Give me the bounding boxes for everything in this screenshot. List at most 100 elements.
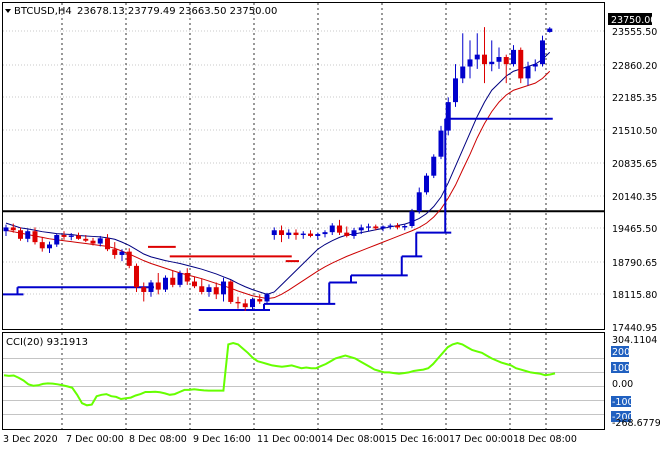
candle-body <box>460 66 466 79</box>
price-label: 20140.35 <box>612 192 657 203</box>
price-label: 21510.50 <box>612 126 657 137</box>
candle-body <box>10 227 16 231</box>
symbol-label: BTCUSD,H4 <box>14 6 72 17</box>
price-label: 23555.50 <box>612 27 657 38</box>
time-label: 14 Dec 08:00 <box>321 434 385 445</box>
chart-grid <box>3 3 604 429</box>
time-label: 3 Dec 2020 <box>3 434 58 445</box>
candle-body <box>112 249 118 255</box>
candle-body <box>264 294 270 302</box>
candle-body <box>416 192 422 212</box>
chart-header: BTCUSD,H4 23678.13 23779.49 23663.50 237… <box>5 6 277 17</box>
price-label: 18790.65 <box>612 258 657 269</box>
candle-body <box>431 156 437 176</box>
candle-body <box>235 301 241 304</box>
price-label: 18115.80 <box>612 290 657 301</box>
candle-body <box>184 272 190 282</box>
candle-body <box>402 225 408 228</box>
level-label-minus200: -200 <box>612 412 634 423</box>
cci-label: CCI(20) 93.1913 <box>6 337 88 348</box>
candle-body <box>279 230 284 236</box>
time-label: 18 Dec 08:00 <box>513 434 577 445</box>
indicator-lines <box>3 51 604 312</box>
candle-body <box>97 238 103 244</box>
candle-body <box>192 281 197 287</box>
cci-min-label: -268.6779 <box>612 418 660 429</box>
candle-body <box>344 232 350 236</box>
main-panel-border <box>2 2 605 330</box>
candle-body <box>518 49 524 79</box>
candle-body <box>540 40 545 65</box>
candle-body <box>337 225 342 233</box>
time-label: 17 Dec 00:00 <box>449 434 513 445</box>
candle-body <box>250 299 255 308</box>
candle-body <box>126 251 132 266</box>
candle-body <box>18 230 23 239</box>
candle-body <box>474 54 480 60</box>
candle-body <box>366 226 371 228</box>
candle-body <box>532 64 538 67</box>
candle-body <box>148 282 154 292</box>
candle-body <box>373 226 379 229</box>
level-box <box>611 411 631 422</box>
candle-body <box>228 281 234 302</box>
price-label: 20835.65 <box>612 159 657 170</box>
dropdown-triangle-icon[interactable] <box>5 9 11 13</box>
candle-body <box>293 232 299 236</box>
candle-body <box>257 299 263 302</box>
candle-series[interactable] <box>3 27 553 311</box>
level-label-100: 100 <box>612 363 630 374</box>
level-box <box>611 362 629 373</box>
candle-body <box>61 235 67 237</box>
candle-body <box>3 227 9 232</box>
candle-body <box>163 277 168 290</box>
time-label: 11 Dec 00:00 <box>257 434 321 445</box>
fast-moving-average-line <box>5 51 551 295</box>
price-label: 22860.20 <box>612 61 657 72</box>
candle-body <box>358 227 364 231</box>
time-label: 8 Dec 08:00 <box>129 434 187 445</box>
candle-body <box>206 287 212 292</box>
level-label-0: 0.00 <box>612 379 633 390</box>
candle-body <box>213 287 219 295</box>
time-label: 7 Dec 00:00 <box>66 434 124 445</box>
candle-body <box>438 130 444 157</box>
candle-body <box>445 102 451 131</box>
candle-body <box>380 226 386 229</box>
candle-body <box>177 272 183 285</box>
candle-body <box>387 225 393 227</box>
level-box <box>611 346 629 357</box>
current-price-label: 23750.00 <box>611 15 656 26</box>
ohlc-readout: 23678.13 23779.49 23663.50 23750.00 <box>77 6 277 17</box>
level-label-200: 200 <box>612 347 630 358</box>
candle-body <box>315 234 321 236</box>
candle-body <box>271 230 277 236</box>
candle-body <box>25 231 31 239</box>
candle-body <box>105 238 110 250</box>
cci-axis: 304.1104 200 100 0.00 -100 -200 -268.677… <box>611 335 660 429</box>
candle-body <box>308 233 313 236</box>
time-label: 9 Dec 16:00 <box>193 434 251 445</box>
level-box <box>611 396 631 407</box>
candle-body <box>90 240 96 244</box>
candle-body <box>155 282 161 290</box>
candle-body <box>39 242 45 249</box>
candle-body <box>424 175 429 193</box>
candle-body <box>547 28 553 32</box>
price-label: 19465.50 <box>612 224 657 235</box>
candle-body <box>482 54 487 65</box>
level-label-minus100: -100 <box>612 397 634 408</box>
candle-body <box>351 230 357 236</box>
candle-body <box>221 281 226 295</box>
price-label: 17440.95 <box>612 323 657 334</box>
candle-body <box>83 238 89 241</box>
candle-body <box>141 287 147 292</box>
price-label: 22185.35 <box>612 93 657 104</box>
candle-body <box>467 59 473 67</box>
candle-body <box>395 225 400 228</box>
candle-body <box>47 244 52 249</box>
candle-body <box>453 78 458 103</box>
current-price-box <box>608 13 652 25</box>
candle-body <box>409 211 415 226</box>
